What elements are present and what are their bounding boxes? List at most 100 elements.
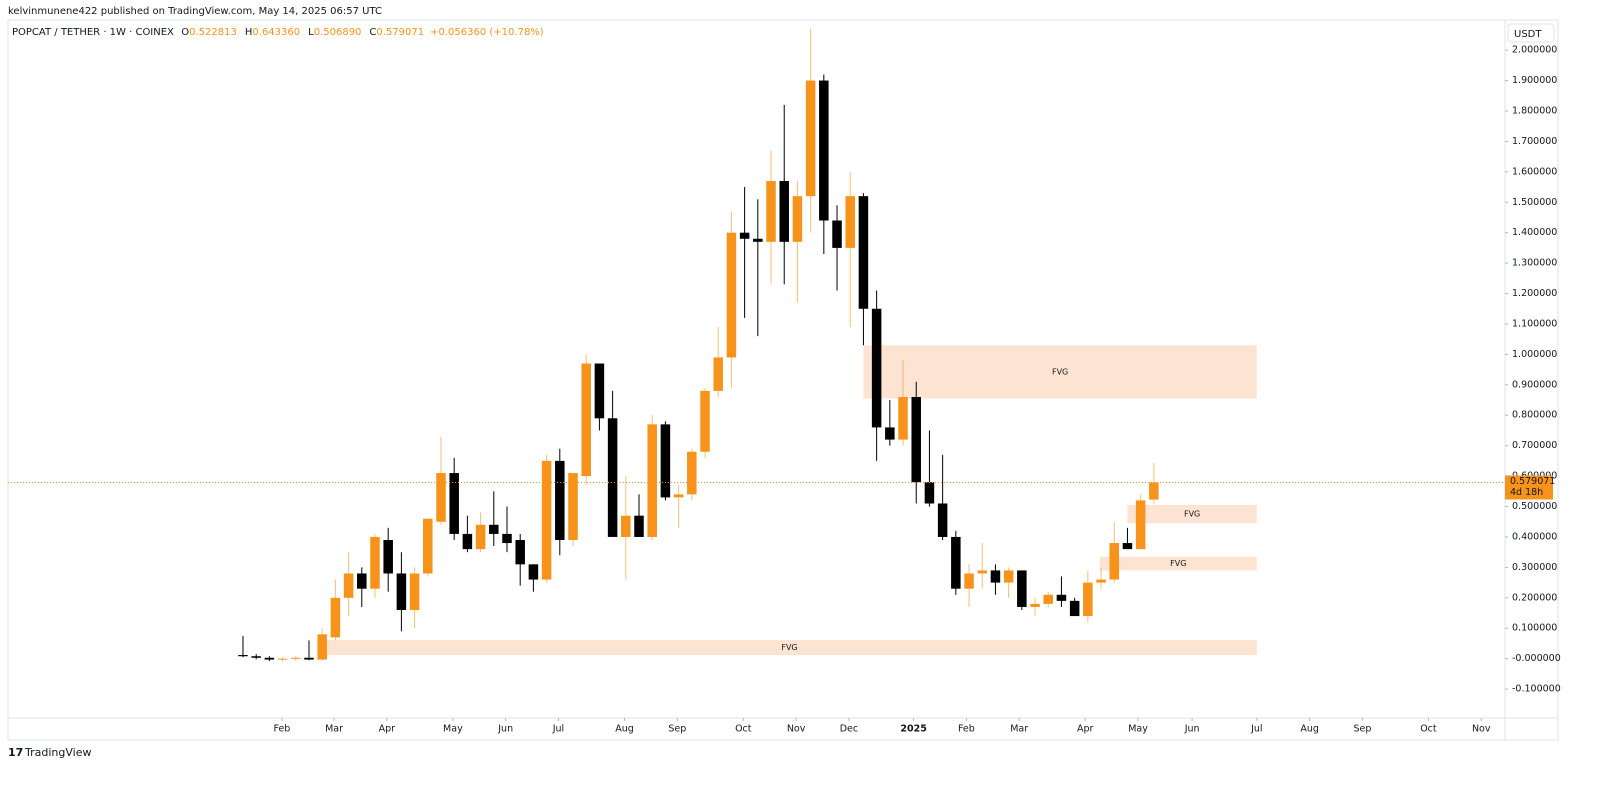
y-tick-label: 1.500000 xyxy=(1512,197,1557,208)
y-tick-label: 1.800000 xyxy=(1512,105,1557,116)
candle-body xyxy=(515,540,525,565)
x-tick-label: Jun xyxy=(497,724,513,735)
candle-body xyxy=(726,232,737,358)
candle-body xyxy=(1149,482,1159,500)
candle-body xyxy=(621,515,631,537)
candle-body xyxy=(990,570,1001,583)
x-tick-label: Mar xyxy=(1010,724,1028,735)
candle-body xyxy=(370,536,380,589)
candle-body xyxy=(964,573,974,589)
x-tick-label: Mar xyxy=(325,724,343,735)
candle-body xyxy=(885,427,895,440)
footer-text: TradingView xyxy=(24,746,91,759)
candle-body xyxy=(911,396,921,483)
candle-body xyxy=(357,573,367,589)
candle-body xyxy=(409,573,420,610)
candle-body xyxy=(475,524,486,550)
y-tick-label: 0.800000 xyxy=(1512,410,1557,421)
x-tick-label: Feb xyxy=(958,724,975,735)
candle-body xyxy=(238,655,248,657)
legend: POPCAT / TETHER · 1W · COINEX O0.522813 H0… xyxy=(12,27,544,38)
y-tick-label: 1.100000 xyxy=(1512,318,1557,329)
candle-body xyxy=(555,460,565,541)
candle-body xyxy=(568,473,578,541)
y-tick-label: 1.700000 xyxy=(1512,136,1557,147)
candle-body xyxy=(423,518,433,574)
y-tick-label: 0.200000 xyxy=(1512,592,1557,603)
y-tick-label: 1.600000 xyxy=(1512,166,1557,177)
ohlc-value: 0.579071 xyxy=(376,27,424,38)
candle-body xyxy=(1135,500,1146,550)
y-tick-label: 1.400000 xyxy=(1512,227,1557,238)
change: +0.056360 (+10.78%) xyxy=(430,27,544,38)
x-tick-label: Sep xyxy=(1353,724,1371,735)
candle-body xyxy=(1069,600,1080,617)
legend-line: POPCAT / TETHER · 1W · COINEX O0.522813 H0… xyxy=(12,27,544,38)
symbol: POPCAT / TETHER · 1W · COINEX xyxy=(12,27,174,38)
candle-body xyxy=(792,196,803,242)
ohlc-key: C xyxy=(369,27,376,38)
unit-box[interactable] xyxy=(1507,23,1555,43)
y-tick-label: 2.000000 xyxy=(1512,45,1557,56)
x-tick-label: Apr xyxy=(1077,724,1094,735)
candle-body xyxy=(673,494,684,498)
x-tick-label: Aug xyxy=(1300,724,1319,735)
candle-body xyxy=(898,396,908,440)
candle-body xyxy=(304,657,314,660)
ohlc-key: O xyxy=(181,27,189,38)
x-tick-label: May xyxy=(1128,724,1148,735)
fvg-zone xyxy=(322,640,1257,656)
x-tick-label: 2025 xyxy=(900,724,926,735)
candle-body xyxy=(1030,603,1040,607)
candle-body xyxy=(528,564,539,580)
x-tick-label: Feb xyxy=(274,724,291,735)
candle-body xyxy=(805,80,816,197)
candle-body xyxy=(449,473,459,534)
chart-frame xyxy=(7,19,1559,741)
y-tick-label: -0.000000 xyxy=(1512,653,1561,664)
y-tick-label: 1.000000 xyxy=(1512,349,1557,360)
plot: FVG FVG FVG FVG 2.000000 1.900000 1.800000 1.70… xyxy=(8,28,1561,735)
candle-body xyxy=(779,180,789,242)
ohlc-key: L xyxy=(308,27,314,38)
x-tick-label: Apr xyxy=(379,724,396,735)
candle-body xyxy=(594,363,605,419)
candle-body xyxy=(871,308,882,428)
publisher: kelvinmunene422 published on TradingView… xyxy=(8,6,382,17)
ohlc-value: 0.643360 xyxy=(252,27,300,38)
fvg-label: FVG xyxy=(1170,559,1186,568)
x-tick-label: May xyxy=(443,724,463,735)
candle-body xyxy=(1017,570,1027,607)
candle-body xyxy=(951,536,961,589)
last-price-label: 0.579071 xyxy=(1510,476,1555,487)
y-tick-label: 0.500000 xyxy=(1512,501,1557,512)
candle-body xyxy=(1122,543,1133,550)
candle-body xyxy=(436,473,446,522)
logo-mark: 𝟭𝟳 xyxy=(8,746,23,759)
fvg-label: FVG xyxy=(781,643,797,652)
x-tick-label: Nov xyxy=(787,724,806,735)
y-tick-label: 1.300000 xyxy=(1512,258,1557,269)
candle-body xyxy=(317,634,327,660)
candle-body xyxy=(1043,594,1053,604)
candle-body xyxy=(343,573,354,598)
y-tick-label: 0.400000 xyxy=(1512,531,1557,542)
candle-body xyxy=(581,363,591,477)
y-tick-label: 0.900000 xyxy=(1512,379,1557,390)
y-tick-label: 0.100000 xyxy=(1512,623,1557,634)
candle-body xyxy=(924,482,935,504)
y-tick-label: 1.900000 xyxy=(1512,75,1557,86)
candle-body xyxy=(396,573,407,610)
x-tick-label: Oct xyxy=(735,724,752,735)
ohlc-value: 0.522813 xyxy=(189,27,237,38)
candle-body xyxy=(1056,594,1067,601)
candle-body xyxy=(1003,570,1014,583)
x-tick-label: Nov xyxy=(1472,724,1491,735)
candle-body xyxy=(700,390,710,452)
candle-body xyxy=(832,220,842,248)
candle-body xyxy=(753,238,763,242)
candle-body xyxy=(462,533,473,550)
candle-body xyxy=(858,196,869,309)
candle-body xyxy=(489,524,499,534)
